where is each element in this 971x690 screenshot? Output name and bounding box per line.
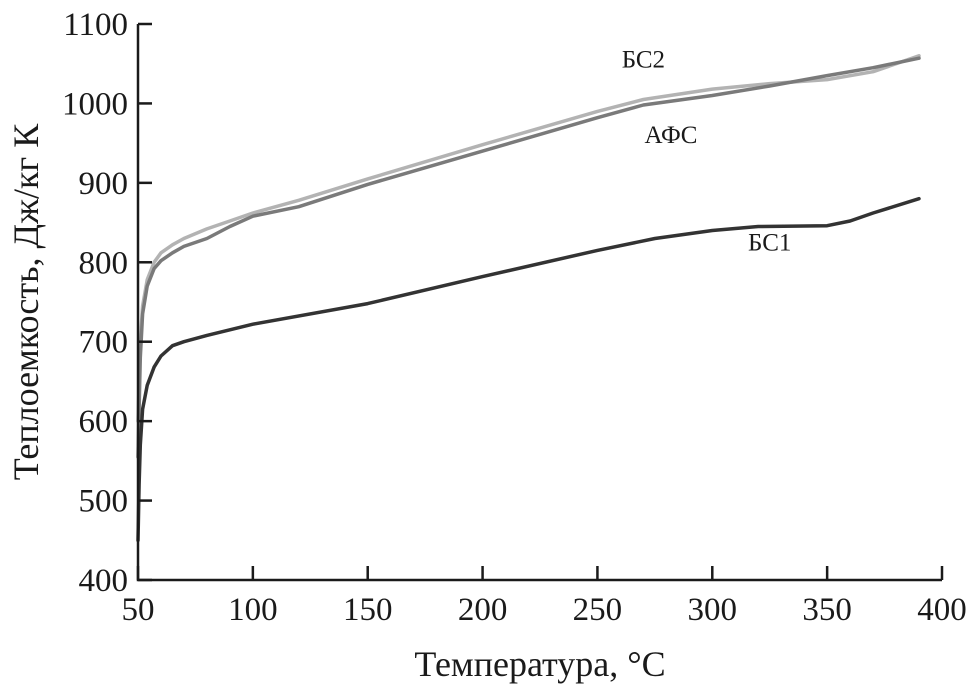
x-tick-label: 50 [122,592,155,628]
y-tick-label: 800 [79,245,129,281]
series-layer [136,54,921,543]
x-tick-label: 100 [228,592,278,628]
x-tick-label: 150 [343,592,393,628]
series-line-2 [136,56,921,459]
y-tick-label: 1000 [62,86,128,122]
y-tick-label: 900 [79,166,129,202]
y-tick-label: 700 [79,325,129,361]
x-tick-label: 300 [688,592,738,628]
series-label-2: АФС [644,122,697,149]
y-tick-label: 600 [79,404,129,440]
ticks-layer [136,22,944,582]
y-tick-label: 1100 [63,7,128,43]
series-line-3 [136,196,921,543]
series-line-1 [136,54,921,423]
x-tick-label: 200 [458,592,508,628]
axes [136,24,942,582]
x-tick-label: 250 [573,592,623,628]
series-label-1: БС2 [622,47,665,74]
tick-labels-layer: 400 500 600 700 800 900 1000 1100 50 100 150 200 250… [62,7,967,628]
y-axis-label: Теплоемкость, Дж/кг К [6,123,46,480]
y-tick-label: 500 [79,484,129,520]
x-axis-label: Температура, °С [414,644,665,684]
y-tick-label: 400 [79,563,129,599]
series-label-3: БС1 [748,229,791,256]
x-tick-label: 400 [917,592,967,628]
x-tick-label: 350 [802,592,852,628]
annotation-layer: БС2 АФС БС1 [622,47,792,257]
